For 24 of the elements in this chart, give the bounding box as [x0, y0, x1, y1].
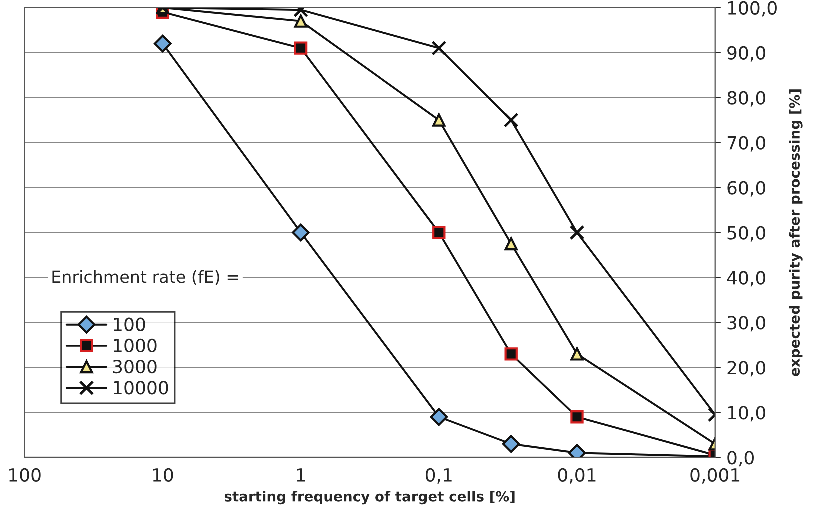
- x-axis-title: starting frequency of target cells [%]: [224, 491, 515, 505]
- x-tick-label: 0,01: [558, 468, 596, 484]
- x-tick-label: 100: [10, 468, 41, 482]
- y-tick-label: 30,0: [728, 316, 766, 332]
- legend-label: 1000: [114, 338, 157, 353]
- legend-label: 10000: [114, 381, 168, 395]
- legend-label: 100: [114, 318, 146, 332]
- legend-title: Enrichment rate (fE) =: [52, 270, 238, 286]
- y-tick-label: 0,0: [728, 451, 754, 467]
- y-tick-label: 40,0: [727, 271, 766, 287]
- y-tick-label: 80,0: [728, 91, 766, 107]
- y-tick-label: 90,0: [728, 46, 766, 62]
- y-tick-label: 20,0: [728, 361, 766, 377]
- y-tick-label: 70,0: [728, 136, 766, 152]
- y-tick-label: 10,0: [728, 406, 766, 422]
- x-tick-label: 10: [153, 468, 174, 482]
- x-tick-label: 0,001: [690, 468, 740, 484]
- x-tick-label: 1: [297, 468, 306, 482]
- y-tick-label: 60,0: [728, 181, 766, 197]
- y-tick-label: 100,0: [728, 1, 777, 17]
- y-tick-label: 50,0: [728, 226, 766, 242]
- x-tick-label: 0,1: [426, 468, 452, 484]
- legend-label: 3000: [113, 360, 157, 374]
- y-axis-title: expected purity after processing [%]: [789, 90, 803, 376]
